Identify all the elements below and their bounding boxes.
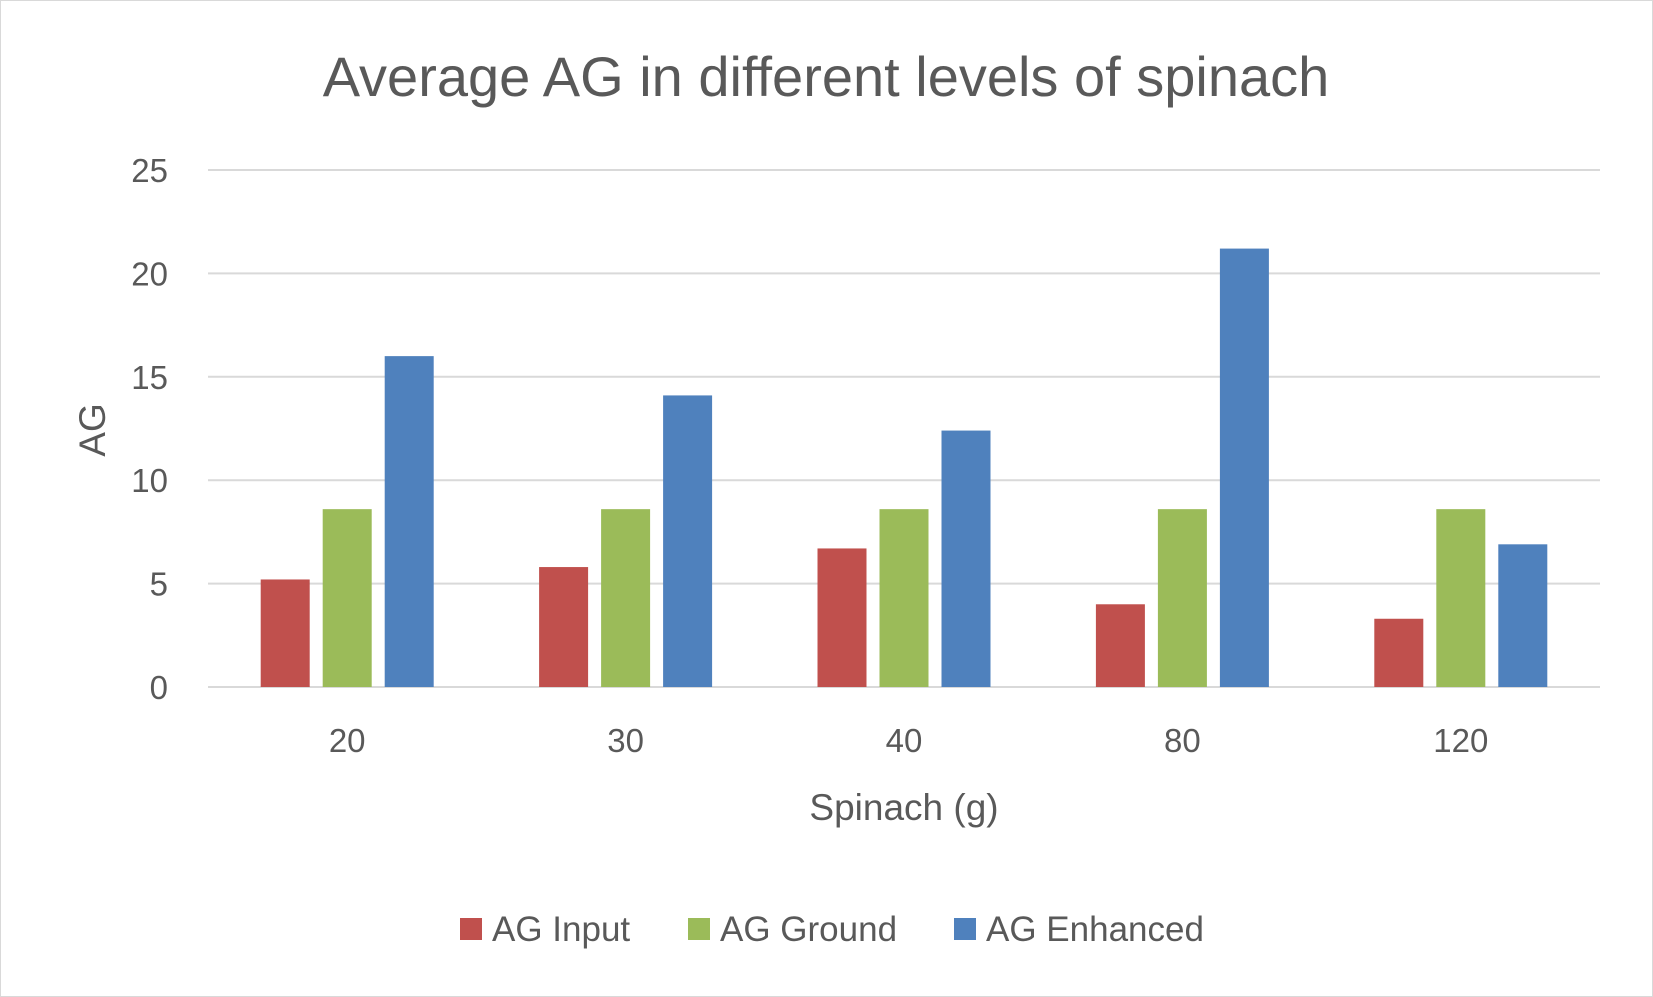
legend-label: AG Input bbox=[492, 910, 630, 949]
legend-label: AG Enhanced bbox=[986, 910, 1204, 949]
legend-swatch bbox=[460, 918, 482, 940]
x-axis-ticks: 20 30 40 80 120 bbox=[329, 722, 1488, 759]
legend-label: AG Ground bbox=[720, 910, 897, 949]
bars bbox=[260, 248, 1548, 688]
bar bbox=[663, 395, 713, 687]
gridlines bbox=[208, 169, 1600, 688]
y-tick-label: 15 bbox=[131, 359, 168, 396]
x-tick-label: 20 bbox=[329, 722, 366, 759]
bar bbox=[879, 509, 929, 687]
bar bbox=[539, 567, 589, 687]
legend: AG Input AG Ground AG Enhanced bbox=[460, 910, 1204, 949]
bar bbox=[1157, 509, 1207, 687]
y-axis-ticks: 0 5 10 15 20 25 bbox=[131, 152, 168, 706]
legend-swatch bbox=[954, 918, 976, 940]
bar bbox=[1436, 509, 1486, 687]
legend-swatch bbox=[688, 918, 710, 940]
x-tick-label: 120 bbox=[1433, 722, 1488, 759]
y-tick-label: 20 bbox=[131, 255, 168, 292]
bar bbox=[1095, 604, 1145, 687]
y-tick-label: 25 bbox=[131, 152, 168, 189]
x-tick-label: 30 bbox=[607, 722, 644, 759]
x-tick-label: 40 bbox=[886, 722, 923, 759]
chart-title: Average AG in different levels of spinac… bbox=[323, 45, 1330, 108]
x-tick-label: 80 bbox=[1164, 722, 1201, 759]
bar bbox=[322, 509, 372, 687]
bar bbox=[1498, 544, 1548, 687]
bar bbox=[1374, 618, 1424, 687]
y-axis-title: AG bbox=[72, 403, 113, 456]
bar bbox=[817, 548, 867, 687]
y-tick-label: 0 bbox=[150, 669, 168, 706]
y-tick-label: 5 bbox=[150, 566, 168, 603]
x-axis-title: Spinach (g) bbox=[809, 787, 998, 828]
bar bbox=[1219, 248, 1269, 688]
bar bbox=[384, 356, 434, 687]
bar bbox=[601, 509, 651, 687]
bar bbox=[260, 579, 310, 687]
bar bbox=[941, 430, 991, 687]
y-tick-label: 10 bbox=[131, 462, 168, 499]
